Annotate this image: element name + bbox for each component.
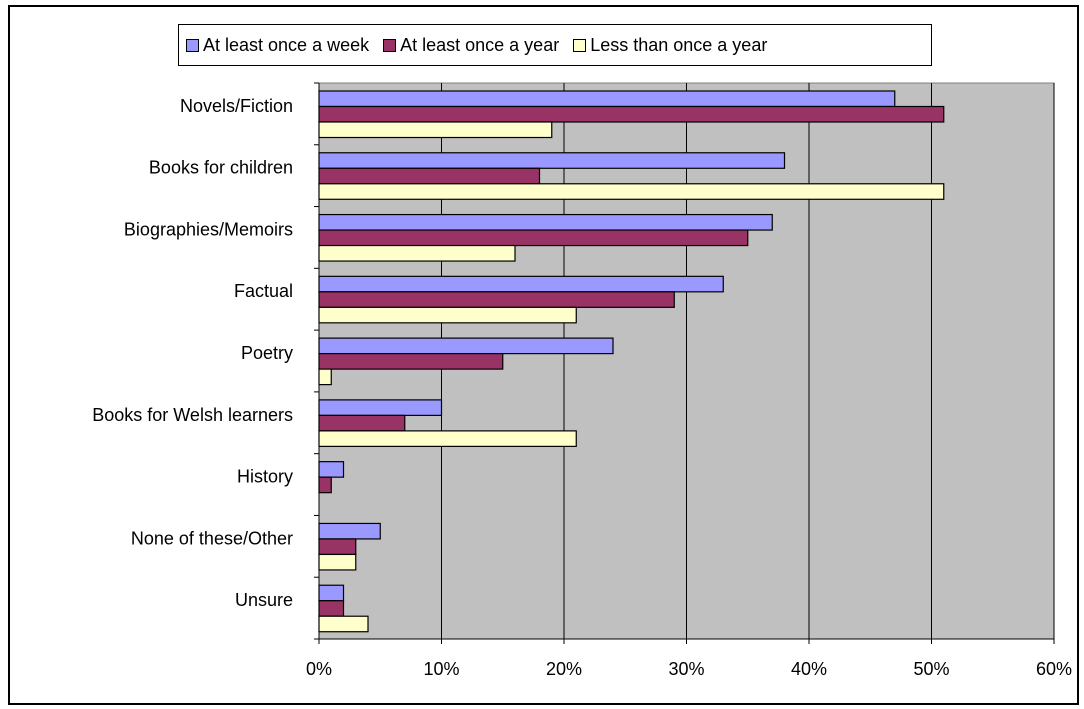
category-label: Novels/Fiction — [180, 96, 293, 116]
legend-label-week: At least once a week — [203, 34, 370, 55]
legend-label-less: Less than once a year — [590, 34, 768, 55]
bar — [318, 306, 577, 324]
bar — [318, 584, 345, 602]
bar — [318, 522, 381, 540]
bar — [318, 538, 357, 556]
legend-label-year: At least once a year — [400, 34, 560, 55]
category-label: Factual — [234, 281, 293, 301]
bar — [318, 90, 896, 108]
bar — [318, 121, 553, 139]
bar — [318, 476, 332, 494]
bar — [318, 461, 345, 478]
bar — [318, 430, 577, 447]
bar — [318, 105, 945, 123]
bar — [318, 353, 504, 370]
bar — [318, 368, 332, 386]
bar — [318, 291, 675, 308]
bar — [318, 275, 724, 293]
category-label: Unsure — [235, 590, 293, 610]
category-label: Books for Welsh learners — [92, 405, 293, 425]
bar — [318, 167, 541, 185]
chart-legend: At least once a week At least once a yea… — [178, 24, 932, 66]
x-tick-label: 10% — [423, 659, 459, 679]
x-tick-label: 0% — [306, 659, 332, 679]
x-tick-label: 40% — [791, 659, 827, 679]
bar — [318, 152, 786, 169]
bar — [318, 229, 749, 247]
bar — [318, 600, 345, 617]
x-tick-label: 20% — [546, 659, 582, 679]
bar — [318, 414, 406, 432]
bar — [318, 553, 357, 571]
bar — [318, 337, 614, 355]
category-label: None of these/Other — [131, 528, 293, 548]
x-tick-label: 50% — [913, 659, 949, 679]
x-tick-label: 30% — [668, 659, 704, 679]
legend-swatch-year — [383, 38, 397, 52]
category-label: Books for children — [149, 158, 293, 178]
legend-swatch-less — [573, 38, 587, 52]
category-label: Biographies/Memoirs — [124, 219, 293, 239]
bar — [318, 399, 443, 416]
bar — [318, 615, 369, 633]
legend-item-year: At least once a year — [383, 35, 559, 56]
legend-item-week: At least once a week — [186, 35, 369, 56]
bar — [318, 213, 773, 231]
legend-swatch-week — [186, 38, 199, 52]
category-label: Poetry — [241, 343, 293, 363]
category-label: History — [237, 467, 293, 487]
x-tick-label: 60% — [1036, 659, 1072, 679]
legend-item-less: Less than once a year — [573, 35, 767, 56]
bar — [318, 183, 945, 200]
bar — [318, 244, 516, 262]
